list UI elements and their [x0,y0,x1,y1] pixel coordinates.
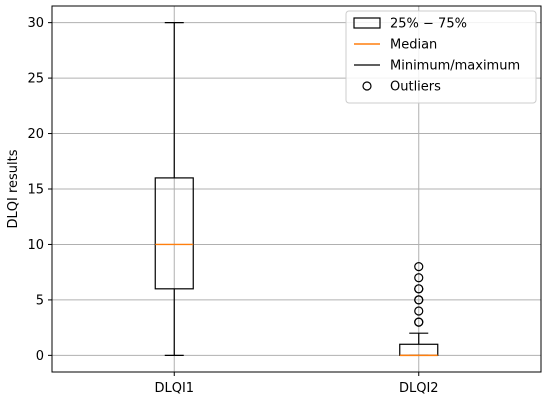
y-tick-label: 0 [36,349,44,364]
outlier-point [414,306,424,316]
outlier-point [414,295,424,305]
y-tick-label: 25 [27,72,44,87]
y-tick-label: 15 [27,183,44,198]
box-group-dlqi2 [399,262,439,357]
y-tick-label: 10 [27,238,44,253]
outlier-point [414,273,424,283]
outlier-point [414,284,424,294]
outlier-point [414,317,424,327]
legend-outlier-swatch [362,81,372,91]
box-series [154,22,439,357]
legend-label: Median [390,38,437,53]
legend-label: 25% − 75% [390,17,467,32]
legend-label: Outliers [390,80,441,95]
legend-frame [345,10,537,104]
outlier-point [414,262,424,272]
x-tick-label: DLQI2 [399,381,439,396]
y-axis: 0 5 10 15 20 25 30 [27,16,52,364]
legend: 25% − 75% Median Minimum/maximum Outliers [345,10,537,104]
box-group-dlqi1 [154,22,194,356]
y-tick-label: 5 [36,293,44,308]
grid [52,6,541,372]
y-tick-label: 30 [27,16,44,31]
y-axis-label: DLQI results [6,149,21,228]
legend-label: Minimum/maximum [390,59,520,74]
legend-box-swatch [353,17,381,29]
x-tick-label: DLQI1 [154,381,194,396]
x-axis: DLQI1 DLQI2 [154,372,439,396]
iqr-box [154,177,194,290]
y-tick-label: 20 [27,127,44,142]
